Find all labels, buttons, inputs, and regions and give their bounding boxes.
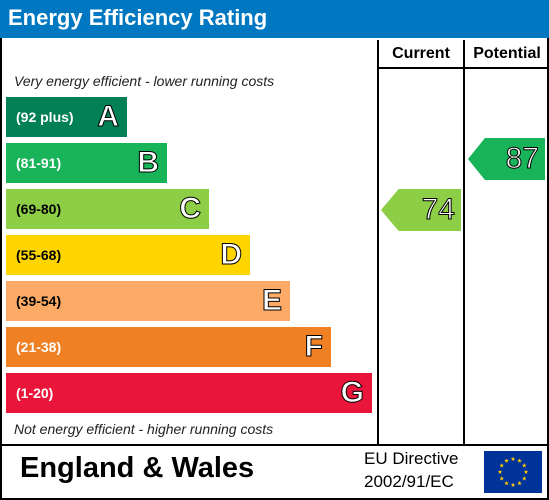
- potential-rating-value: 87: [505, 142, 539, 176]
- directive-line-2: 2002/91/EC: [364, 472, 454, 491]
- flag-star: [497, 469, 503, 474]
- column-potential-label: Potential: [473, 45, 541, 62]
- band-e: (39-54) E: [6, 281, 290, 321]
- rating-table: [0, 38, 549, 500]
- band-letter: E: [261, 284, 282, 318]
- flag-star: [521, 463, 527, 468]
- eu-flag-icon: [484, 451, 542, 493]
- divider-current: [377, 40, 379, 446]
- potential-rating-arrow: 87: [468, 138, 545, 180]
- note-inefficient: Not energy efficient - higher running co…: [14, 421, 274, 437]
- band-range-label: (92 plus): [16, 109, 74, 125]
- flag-star: [523, 469, 529, 474]
- band-range-label: (81-91): [16, 155, 62, 171]
- band-a: (92 plus) A: [6, 97, 127, 137]
- divider-header-row: [377, 67, 549, 69]
- header-title: Energy Efficiency Rating: [0, 0, 549, 38]
- column-current-label: Current: [392, 45, 450, 62]
- band-c: (69-80) C: [6, 189, 209, 229]
- divider-footer: [0, 444, 549, 446]
- flag-star: [517, 480, 522, 486]
- band-letter: B: [137, 146, 160, 180]
- flag-star: [517, 458, 522, 463]
- current-rating-value: 74: [421, 193, 455, 227]
- flag-star: [499, 476, 505, 481]
- band-range-label: (21-38): [16, 339, 62, 355]
- band-f: (21-38) F: [6, 327, 331, 367]
- flag-star: [510, 456, 516, 461]
- band-d: (55-68) D: [6, 235, 250, 275]
- band-letter: A: [97, 100, 120, 134]
- flag-star: [510, 482, 516, 487]
- flag-star: [504, 458, 509, 463]
- flag-star: [521, 476, 527, 481]
- band-range-label: (69-80): [16, 201, 62, 217]
- band-range-label: (55-68): [16, 247, 62, 263]
- band-letter: F: [304, 330, 323, 364]
- divider-potential: [463, 40, 465, 446]
- band-letter: C: [179, 192, 202, 226]
- band-range-label: (1-20): [16, 385, 54, 401]
- band-letter: D: [220, 238, 243, 272]
- directive-line-1: EU Directive: [364, 449, 459, 468]
- current-rating-arrow: 74: [381, 189, 461, 231]
- band-g: (1-20) G: [6, 373, 372, 413]
- band-letter: G: [340, 376, 364, 410]
- flag-star: [499, 463, 505, 468]
- band-b: (81-91) B: [6, 143, 167, 183]
- band-range-label: (39-54): [16, 293, 62, 309]
- note-efficient: Very energy efficient - lower running co…: [14, 73, 275, 89]
- region-label: England & Wales: [20, 452, 255, 484]
- flag-star: [504, 480, 509, 486]
